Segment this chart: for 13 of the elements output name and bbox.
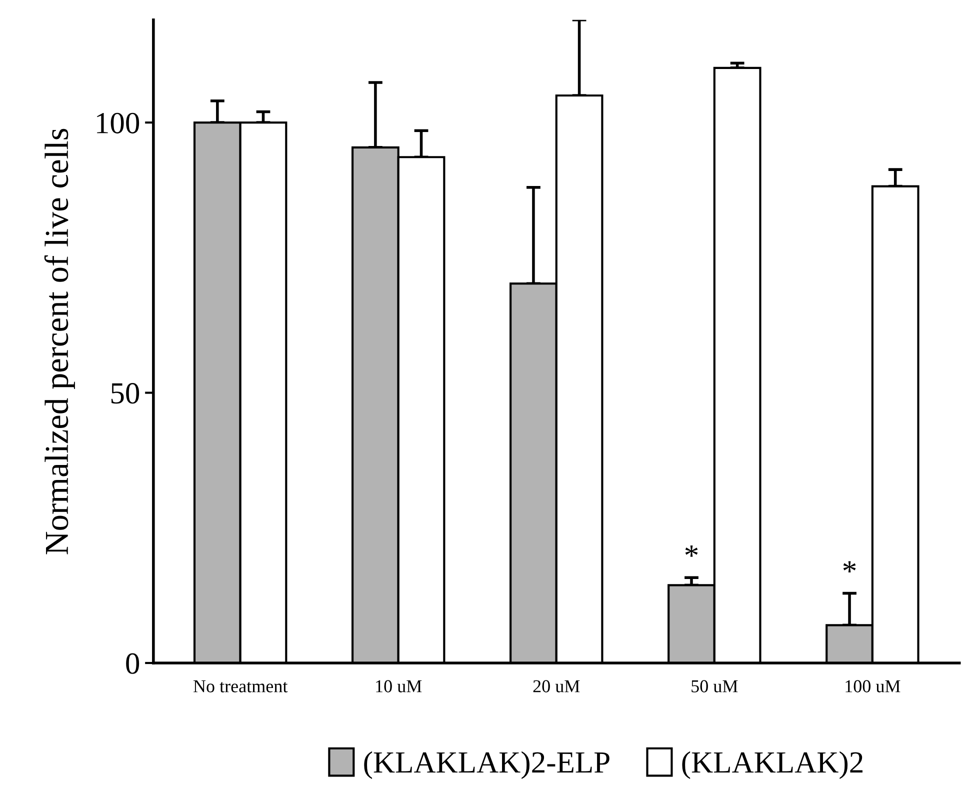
x-tick-label: 20 uM — [533, 680, 580, 692]
legend-label: (KLAKLAK)2 — [682, 751, 862, 780]
x-tick-label: 10 uM — [376, 680, 422, 692]
x-tick-label: 100 uM — [846, 680, 900, 692]
y-tick-label: 50 — [111, 383, 140, 404]
y-tick-label: 0 — [126, 653, 140, 674]
y-tick-label: 100 — [97, 112, 140, 134]
legend-label: (KLAKLAK)2-ELP — [364, 751, 610, 780]
annotation: * — [685, 546, 698, 557]
x-tick-label: No treatment — [193, 680, 288, 692]
y-axis-title: Normalized percent of live cells — [44, 128, 75, 554]
x-tick-label: 50 uM — [692, 680, 738, 692]
annotation: * — [843, 561, 856, 572]
